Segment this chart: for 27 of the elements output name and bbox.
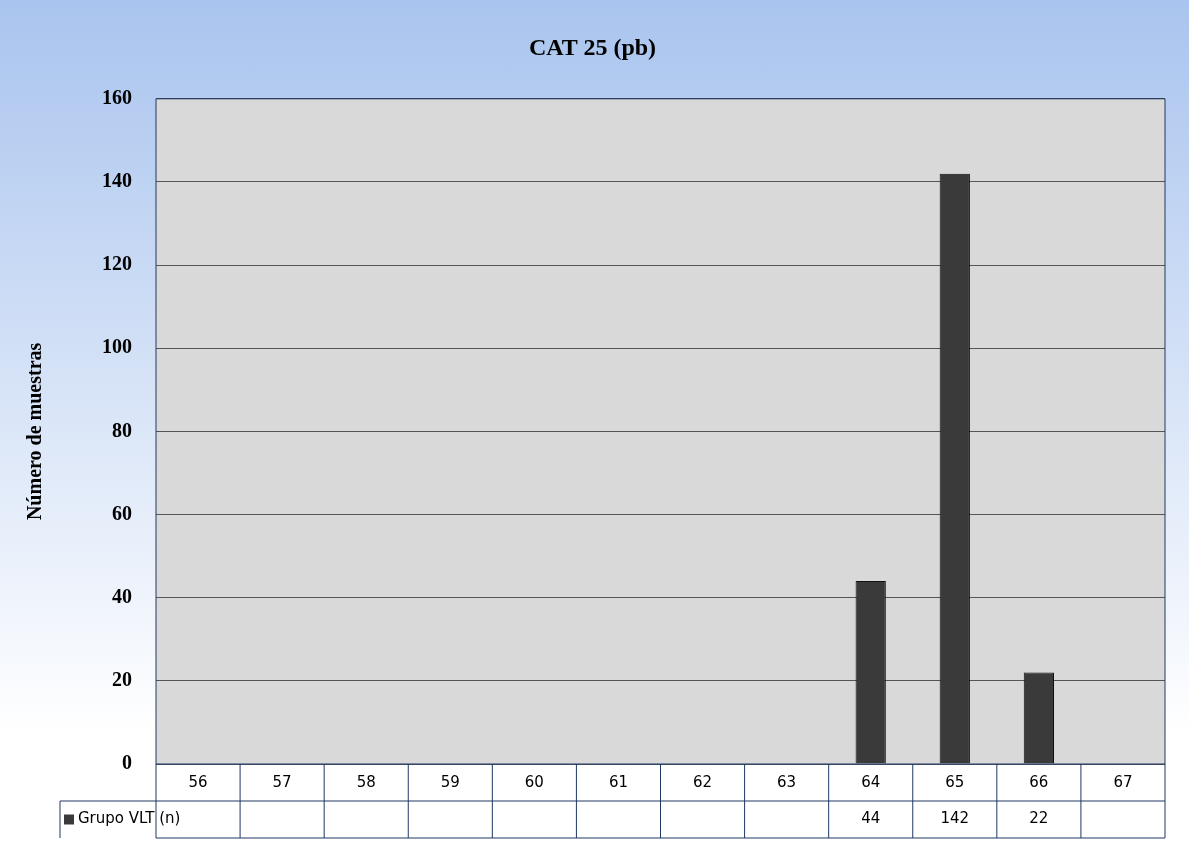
x-tick-label: 59 xyxy=(440,772,460,791)
y-tick-label: 40 xyxy=(112,584,132,607)
x-tick-label: 57 xyxy=(272,772,292,791)
y-tick-label: 120 xyxy=(102,252,132,275)
y-tick-label: 140 xyxy=(102,169,132,192)
chart-title: CAT 25 (pb) xyxy=(528,33,657,60)
x-tick-label: 62 xyxy=(692,772,713,791)
x-tick-label: 56 xyxy=(188,772,208,791)
x-tick-label: 66 xyxy=(1029,772,1049,791)
x-tick-label: 60 xyxy=(524,772,544,791)
x-tick-label: 58 xyxy=(356,772,376,791)
legend-label: Grupo VLT (n) xyxy=(78,809,181,828)
x-tick-label: 65 xyxy=(945,772,965,791)
y-tick-label: 20 xyxy=(112,668,132,691)
data-label: 44 xyxy=(861,809,881,828)
x-tick-label: 61 xyxy=(608,772,629,791)
x-tick-label: 63 xyxy=(777,772,797,791)
y-tick-label: 0 xyxy=(122,751,132,774)
x-tick-label: 67 xyxy=(1113,772,1133,791)
y-tick-label: 80 xyxy=(112,418,132,441)
data-label: 22 xyxy=(1029,809,1049,828)
x-tick-label: 64 xyxy=(861,772,881,791)
y-tick-label: 160 xyxy=(102,85,132,108)
data-label: 142 xyxy=(940,809,970,828)
y-axis-title: Número de muestras xyxy=(23,342,46,521)
y-tick-label: 100 xyxy=(102,335,132,358)
y-tick-label: 60 xyxy=(112,501,132,524)
